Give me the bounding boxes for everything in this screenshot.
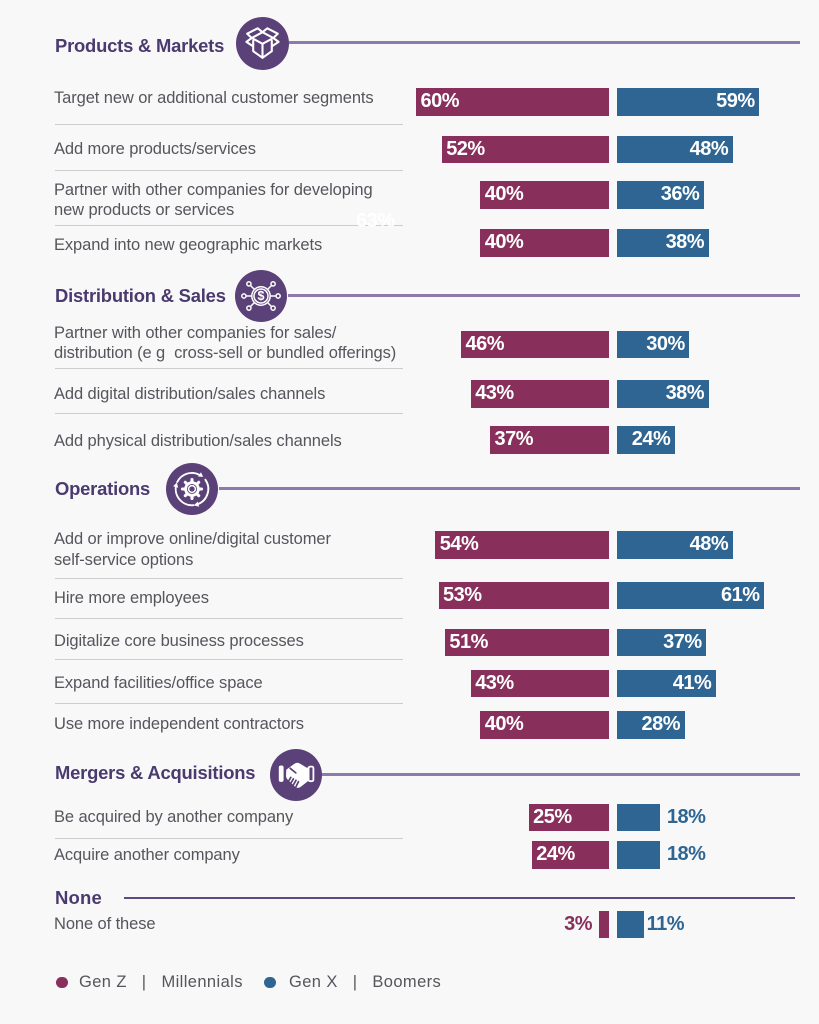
svg-text:$: $ — [258, 289, 265, 303]
